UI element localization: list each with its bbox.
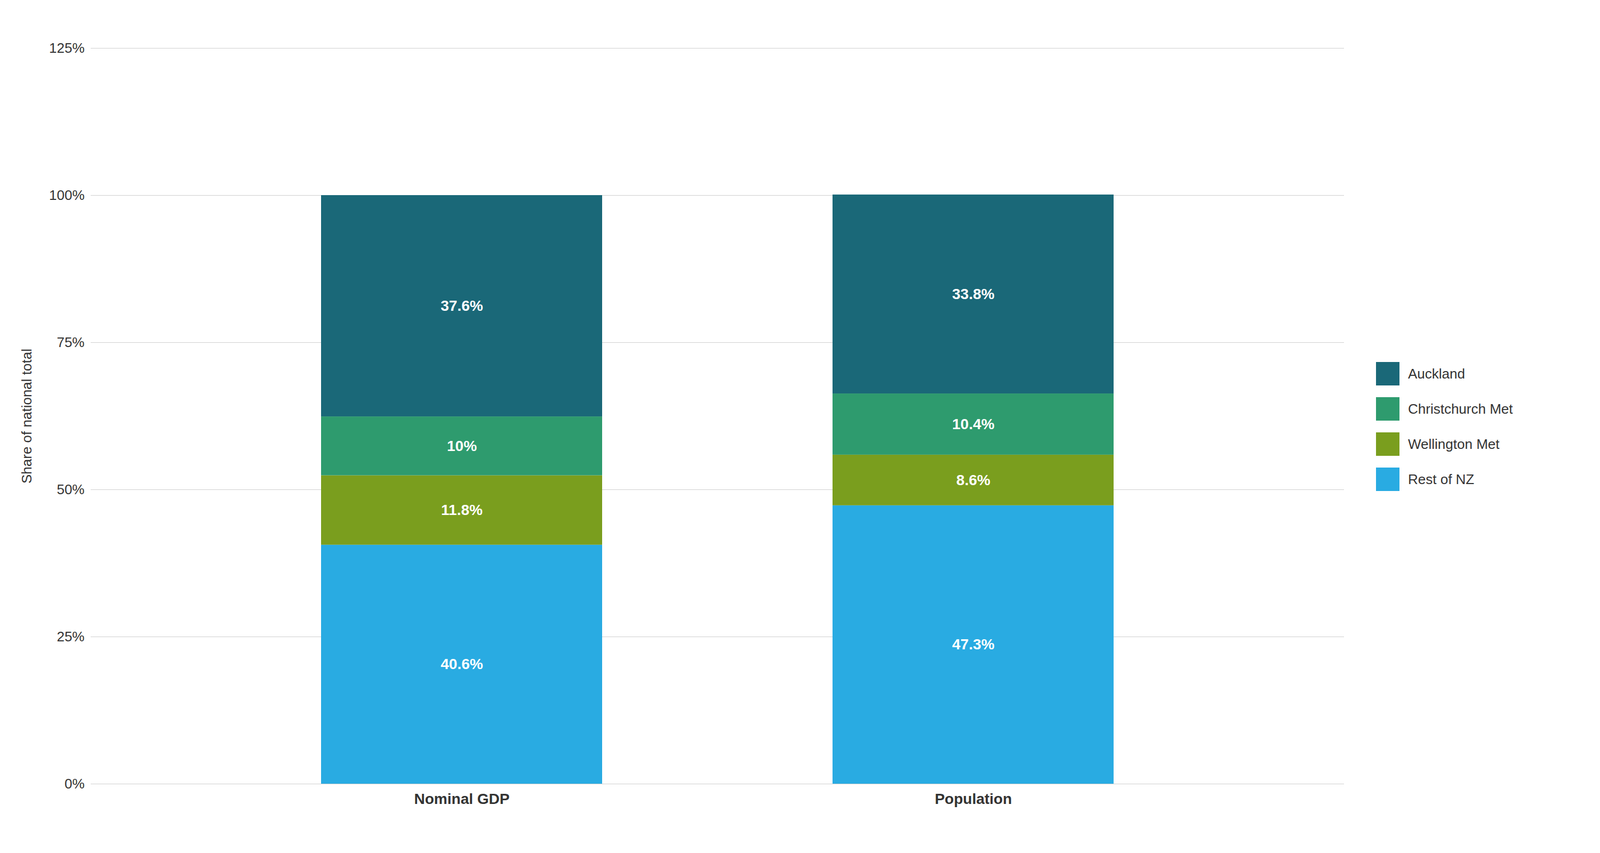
svg-text:25%: 25% (56, 628, 85, 645)
svg-text:37.6%: 37.6% (440, 297, 483, 315)
svg-text:47.3%: 47.3% (952, 636, 995, 653)
svg-text:10%: 10% (446, 437, 477, 455)
svg-text:0%: 0% (64, 776, 85, 792)
svg-text:100%: 100% (49, 187, 85, 204)
svg-text:40.6%: 40.6% (440, 656, 483, 673)
svg-text:11.8%: 11.8% (441, 501, 483, 519)
svg-text:125%: 125% (49, 40, 85, 56)
svg-text:10.4%: 10.4% (952, 416, 995, 433)
html-text:Rest of NZ: Rest of NZ (1408, 471, 1475, 488)
svg-text:8.6%: 8.6% (956, 472, 991, 489)
svg-text:33.8%: 33.8% (952, 285, 995, 303)
svg-text:Population: Population (934, 790, 1013, 808)
html-text:Wellington Met: Wellington Met (1408, 436, 1500, 452)
svg-text:50%: 50% (56, 481, 85, 498)
svg-text:Nominal GDP: Nominal GDP (414, 790, 510, 808)
html-text:Auckland: Auckland (1408, 365, 1466, 382)
html-text:Christchurch Met: Christchurch Met (1408, 400, 1513, 417)
svg-text:75%: 75% (56, 334, 85, 351)
svg-text:Share of national total: Share of national total (18, 348, 35, 484)
